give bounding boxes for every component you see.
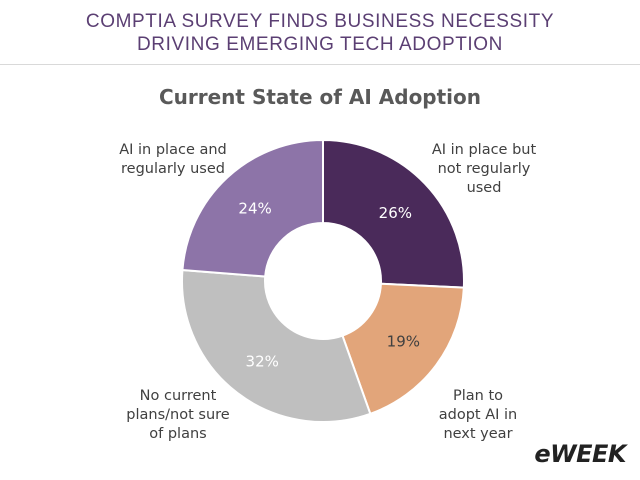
eweek-logo: eWEEK [534,440,626,468]
category-label-in-place-regularly-used: AI in place and regularly used [119,142,227,177]
value-label-in-place-regularly-used: 24% [238,200,271,218]
slice-no-current-plans [181,268,372,423]
donut-chart: 26% 19% 32% 24% [181,138,465,423]
category-label-no-current-plans: No current plans/not sure of plans [126,388,230,442]
value-label-no-current-plans: 32% [246,352,279,370]
category-label-in-place-not-used: AI in place but not regularly used [431,142,537,196]
slice-in-place-not-used [322,138,465,289]
header-title-line-2: DRIVING EMERGING TECH ADOPTION [136,34,504,55]
value-label-in-place-not-used: 26% [379,204,412,222]
chart-area: Current State of AI Adoption 26% 19% 32% 24… [0,65,640,480]
category-label-plan-to-adopt: Plan to adopt AI in next year [438,388,518,442]
value-label-plan-to-adopt: 19% [387,333,420,351]
slice-in-place-regularly-used [181,138,324,278]
slice-plan-to-adopt [341,282,465,416]
slide-header: COMPTIA SURVEY FINDS BUSINESS NECESSITY … [0,0,640,65]
chart-title: Current State of AI Adoption [158,85,482,109]
header-title-line-1: COMPTIA SURVEY FINDS BUSINESS NECESSITY [85,11,555,32]
